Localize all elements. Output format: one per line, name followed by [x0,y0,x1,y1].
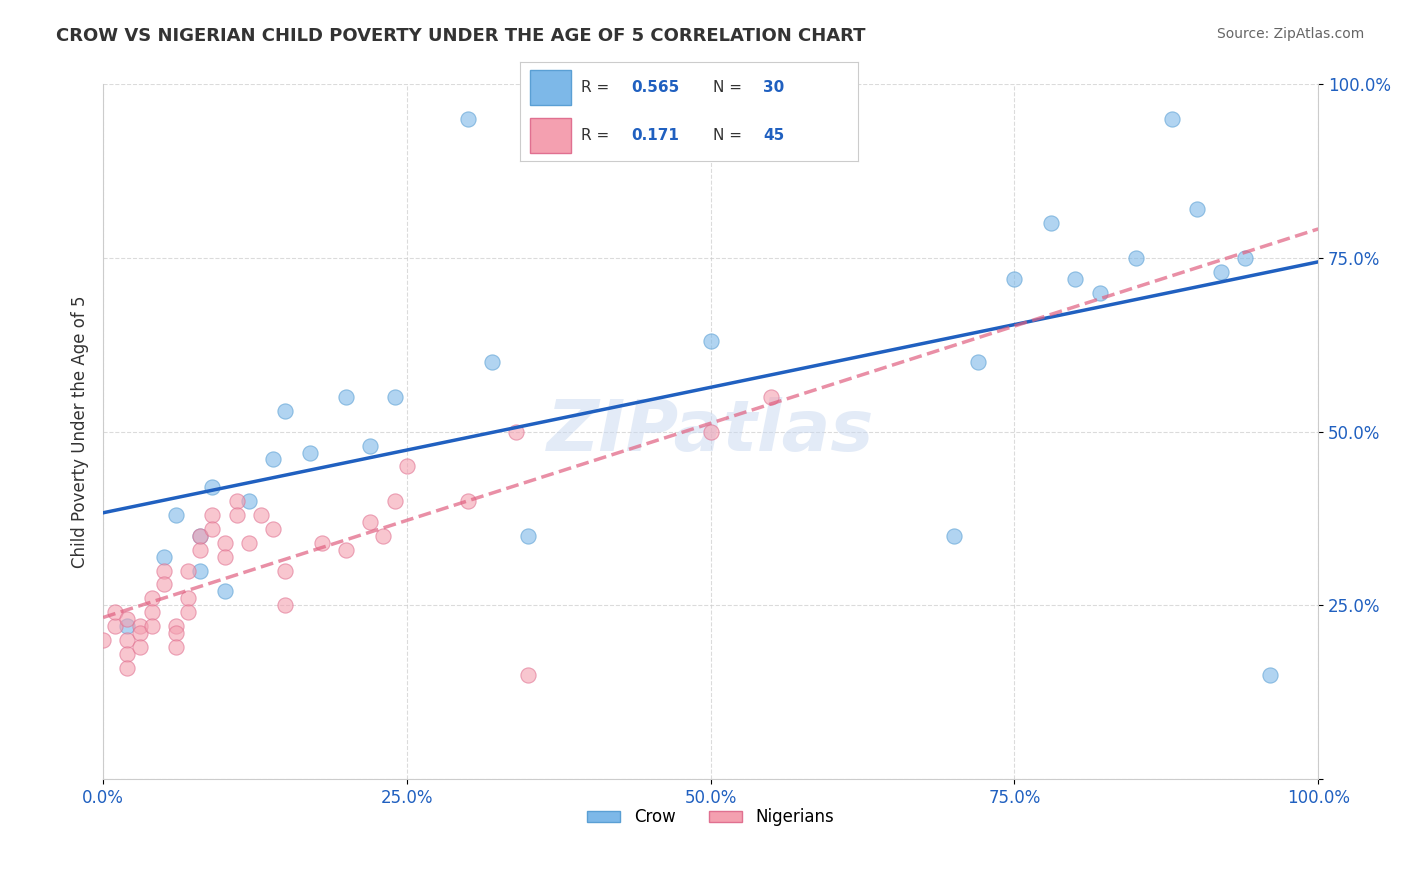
Point [384,494,406,508]
Point [517,529,540,543]
Point [104,619,127,633]
Point [141,619,163,633]
Point [188,529,211,543]
Point [165,640,187,654]
Point [117,661,139,675]
Point [481,355,503,369]
Point [214,549,236,564]
Point [505,425,527,439]
Point [177,605,200,619]
Point [165,619,187,633]
Point [225,494,247,508]
Point [141,605,163,619]
Point [359,439,381,453]
Point [274,404,297,418]
Point [311,536,333,550]
Y-axis label: Child Poverty Under the Age of 5: Child Poverty Under the Age of 5 [72,295,89,568]
Text: 45: 45 [763,128,785,143]
Point [384,390,406,404]
Point [274,599,297,613]
Point [165,508,187,522]
Point [1185,202,1208,217]
Point [699,425,721,439]
Point [1234,251,1257,265]
Text: N =: N = [713,80,747,95]
Bar [530,119,571,153]
Point [1088,285,1111,300]
Point [395,459,418,474]
Point [262,452,284,467]
Point [214,584,236,599]
Point [1209,265,1232,279]
Text: R =: R = [581,80,614,95]
Point [141,591,163,606]
Point [201,480,224,494]
Point [153,549,176,564]
Bar [530,70,571,104]
Point [1161,112,1184,127]
Point [214,536,236,550]
Point [188,529,211,543]
Point [153,564,176,578]
Point [1064,272,1087,286]
Point [371,529,394,543]
Point [225,508,247,522]
Point [177,564,200,578]
Point [967,355,990,369]
Point [517,667,540,681]
Point [1004,272,1026,286]
Point [128,626,150,640]
Point [457,112,479,127]
Point [128,619,150,633]
Point [335,390,357,404]
Point [153,577,176,591]
Point [165,626,187,640]
Point [335,542,357,557]
Point [201,522,224,536]
Point [942,529,965,543]
Text: Source: ZipAtlas.com: Source: ZipAtlas.com [1216,27,1364,41]
Legend: Crow, Nigerians: Crow, Nigerians [581,802,841,833]
Text: 30: 30 [763,80,785,95]
Point [201,508,224,522]
Point [1125,251,1147,265]
Text: CROW VS NIGERIAN CHILD POVERTY UNDER THE AGE OF 5 CORRELATION CHART: CROW VS NIGERIAN CHILD POVERTY UNDER THE… [56,27,866,45]
Point [1039,216,1062,230]
Point [274,564,297,578]
Point [91,633,114,648]
Point [359,515,381,529]
Text: ZIPatlas: ZIPatlas [547,397,875,467]
Point [177,591,200,606]
Point [457,494,479,508]
Point [117,633,139,648]
Point [262,522,284,536]
Point [250,508,273,522]
Point [104,605,127,619]
Point [188,564,211,578]
Point [298,445,321,459]
Text: N =: N = [713,128,747,143]
Point [699,334,721,349]
Text: 0.171: 0.171 [631,128,679,143]
Point [1258,667,1281,681]
Text: 0.565: 0.565 [631,80,681,95]
Point [117,619,139,633]
Point [238,494,260,508]
Point [117,647,139,661]
Point [761,390,783,404]
Text: R =: R = [581,128,614,143]
Point [117,612,139,626]
Point [188,542,211,557]
Point [128,640,150,654]
Point [238,536,260,550]
